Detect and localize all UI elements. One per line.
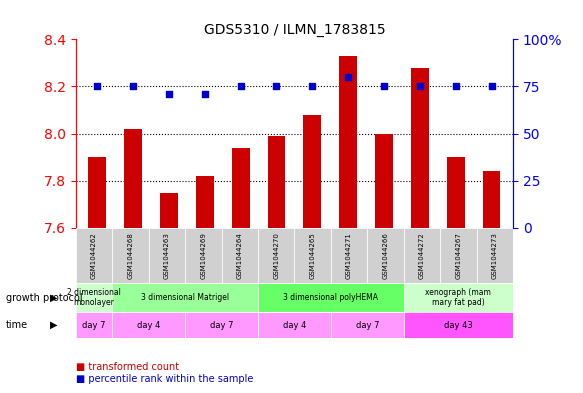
- Point: [93, 83, 102, 90]
- Text: GSM1044269: GSM1044269: [201, 232, 206, 279]
- Text: 2 dimensional
monolayer: 2 dimensional monolayer: [67, 288, 121, 307]
- Text: day 4: day 4: [137, 321, 160, 330]
- FancyBboxPatch shape: [112, 228, 149, 283]
- Point: [487, 83, 496, 90]
- Text: growth protocol: growth protocol: [6, 293, 82, 303]
- Point: [164, 91, 174, 97]
- FancyBboxPatch shape: [403, 228, 440, 283]
- FancyBboxPatch shape: [222, 228, 258, 283]
- FancyBboxPatch shape: [476, 228, 513, 283]
- Text: ■ percentile rank within the sample: ■ percentile rank within the sample: [76, 374, 253, 384]
- Text: GSM1044266: GSM1044266: [382, 232, 388, 279]
- Text: GSM1044268: GSM1044268: [128, 232, 134, 279]
- FancyBboxPatch shape: [258, 312, 331, 338]
- Bar: [339, 56, 357, 228]
- Text: day 7: day 7: [82, 321, 106, 330]
- FancyBboxPatch shape: [294, 228, 331, 283]
- Bar: [268, 136, 286, 228]
- FancyBboxPatch shape: [76, 312, 112, 338]
- Bar: [124, 129, 142, 228]
- Text: GSM1044270: GSM1044270: [273, 232, 279, 279]
- Point: [308, 83, 317, 90]
- FancyBboxPatch shape: [185, 228, 222, 283]
- Text: ■ transformed count: ■ transformed count: [76, 362, 179, 373]
- Text: GSM1044267: GSM1044267: [455, 232, 461, 279]
- Text: ▶: ▶: [50, 320, 57, 330]
- FancyBboxPatch shape: [112, 312, 185, 338]
- Text: xenograph (mam
mary fat pad): xenograph (mam mary fat pad): [426, 288, 491, 307]
- Bar: [231, 148, 250, 228]
- FancyBboxPatch shape: [76, 283, 112, 312]
- Bar: [411, 68, 429, 228]
- FancyBboxPatch shape: [258, 228, 294, 283]
- Point: [415, 83, 424, 90]
- Text: GSM1044262: GSM1044262: [91, 232, 97, 279]
- Bar: [447, 157, 465, 228]
- Text: 3 dimensional Matrigel: 3 dimensional Matrigel: [141, 293, 229, 302]
- FancyBboxPatch shape: [149, 228, 185, 283]
- Text: GSM1044271: GSM1044271: [346, 232, 352, 279]
- Text: GSM1044265: GSM1044265: [310, 232, 315, 279]
- FancyBboxPatch shape: [331, 228, 367, 283]
- Text: day 7: day 7: [210, 321, 233, 330]
- Point: [451, 83, 461, 90]
- Bar: [160, 193, 178, 228]
- Text: GSM1044273: GSM1044273: [492, 232, 498, 279]
- Bar: [89, 157, 106, 228]
- FancyBboxPatch shape: [403, 312, 513, 338]
- Bar: [375, 134, 393, 228]
- Bar: [196, 176, 214, 228]
- FancyBboxPatch shape: [185, 312, 258, 338]
- Text: day 43: day 43: [444, 321, 473, 330]
- FancyBboxPatch shape: [403, 283, 513, 312]
- Point: [343, 74, 353, 80]
- Text: day 4: day 4: [283, 321, 306, 330]
- Bar: [303, 115, 321, 228]
- Point: [200, 91, 209, 97]
- FancyBboxPatch shape: [331, 312, 403, 338]
- Point: [236, 83, 245, 90]
- Title: GDS5310 / ILMN_1783815: GDS5310 / ILMN_1783815: [203, 23, 385, 37]
- Text: day 7: day 7: [356, 321, 379, 330]
- FancyBboxPatch shape: [258, 283, 403, 312]
- Point: [380, 83, 389, 90]
- FancyBboxPatch shape: [76, 228, 112, 283]
- Text: ▶: ▶: [50, 293, 57, 303]
- FancyBboxPatch shape: [367, 228, 403, 283]
- Text: GSM1044263: GSM1044263: [164, 232, 170, 279]
- FancyBboxPatch shape: [112, 283, 258, 312]
- Text: time: time: [6, 320, 28, 330]
- Point: [128, 83, 138, 90]
- FancyBboxPatch shape: [440, 228, 476, 283]
- Text: 3 dimensional polyHEMA: 3 dimensional polyHEMA: [283, 293, 378, 302]
- Text: GSM1044264: GSM1044264: [237, 232, 243, 279]
- Point: [272, 83, 281, 90]
- Text: GSM1044272: GSM1044272: [419, 232, 425, 279]
- Bar: [483, 171, 500, 228]
